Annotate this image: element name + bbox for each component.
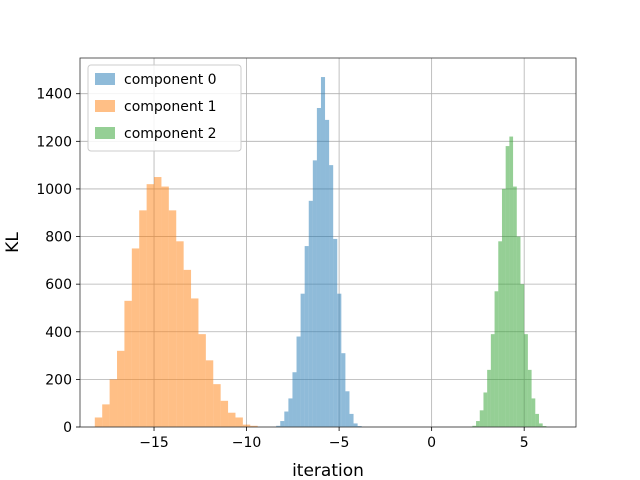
legend-label: component 2 [124,126,217,142]
legend-swatch [95,73,115,85]
histogram-bar-component-2 [483,392,488,427]
histogram-bar-component-1 [198,334,206,427]
histogram-bar-component-1 [228,412,236,427]
histogram-bar-component-0 [333,238,338,427]
histogram-bar-component-1 [109,379,118,427]
histogram-bar-component-2 [509,136,514,428]
y-tick-label: 0 [63,420,72,436]
legend-box [87,64,242,152]
histogram-bar-component-2 [498,241,502,427]
histogram-bar-component-2 [513,186,517,427]
plot-frame [79,57,577,428]
histogram-bar-component-1 [250,425,258,427]
histogram-bar-component-1 [154,177,162,427]
histogram-bar-component-1 [242,424,251,427]
y-tick-label: 600 [45,277,72,293]
legend-label: component 1 [124,99,217,115]
histogram-bar-component-0 [296,336,301,427]
histogram-bar-component-0 [304,246,309,427]
histogram-bar-component-2 [479,410,484,427]
histogram-bar-component-0 [292,372,297,427]
y-tick-label: 800 [45,230,72,246]
y-tick-label: 200 [45,372,72,388]
histogram-bar-component-1 [117,350,125,427]
histogram-bar-component-2 [531,398,536,427]
histogram-bar-component-2 [520,284,525,427]
histogram-bar-component-2 [524,334,528,427]
histogram-bar-component-2 [516,236,521,427]
histogram-bar-component-1 [183,269,192,427]
histogram-bar-component-0 [276,425,281,427]
y-axis-ticks: 0 200 400 600 800 1000 1200 1400 [36,87,80,436]
histogram-bar-component-1 [131,248,140,427]
y-tick-label: 1400 [36,87,72,103]
histogram-bar-component-2 [538,423,543,427]
histogram-bar-component-2 [542,426,547,427]
legend-swatch [95,127,115,139]
histogram-bar-component-0 [280,421,285,427]
histogram-bar-component-0 [316,107,321,428]
histogram-bar-component-2 [501,188,506,427]
legend-swatch [95,100,115,112]
x-tick-label: 0 [427,435,436,451]
histogram-bar-component-2 [535,413,539,427]
histogram-bar-component-1 [205,360,214,427]
histogram-bar-component-2 [494,291,499,427]
histogram-bar-component-1 [191,298,199,427]
histogram-bar-component-2 [527,369,532,427]
y-tick-label: 400 [45,325,72,341]
histogram-bar-component-2 [490,334,495,427]
histogram-bar-component-1 [124,300,132,427]
histogram-bar-component-1 [220,400,229,427]
histogram-bar-component-1 [139,210,147,427]
y-tick-label: 1000 [36,182,72,198]
histogram-bar-component-1 [176,241,184,427]
histogram-bar-component-0 [353,423,358,427]
legend: component 0 component 1 component 2 [87,64,242,152]
histogram-bar-component-1 [235,417,243,427]
x-tick-label: −5 [329,435,350,451]
histogram-bar-component-0 [337,293,342,427]
histogram-bars [94,77,547,428]
x-axis-ticks: −15 −10 −5 0 5 [139,427,529,451]
histogram-bar-component-0 [288,398,293,427]
x-tick-label: −10 [232,435,262,451]
histogram-bar-component-1 [94,417,103,427]
histogram-bar-component-0 [345,391,350,427]
x-tick-label: 5 [520,435,529,451]
histogram-bar-component-0 [308,200,313,427]
histogram-bar-component-0 [312,160,317,427]
histogram-bar-component-0 [357,426,362,427]
histogram-bar-component-0 [320,77,326,427]
histogram-bar-component-1 [168,210,177,427]
histogram-bar-component-0 [329,165,334,427]
histogram-bar-component-0 [325,119,330,427]
histogram-bar-component-0 [341,353,346,427]
y-tick-label: 1200 [36,134,72,150]
histogram-bar-component-2 [505,146,510,428]
histogram-bar-component-1 [161,186,169,427]
x-axis-label: iteration [292,461,364,480]
y-axis-label: KL [3,232,23,253]
histogram-bar-component-0 [284,411,289,427]
histogram-bar-component-0 [349,413,354,427]
histogram-bar-component-0 [300,293,305,427]
histogram-bar-component-2 [476,421,480,427]
legend-label: component 0 [124,72,217,88]
histogram-bar-component-1 [213,384,221,427]
x-tick-label: −15 [139,435,169,451]
histogram-bar-component-1 [146,184,155,427]
histogram-bar-component-2 [472,425,477,427]
histogram-bar-component-2 [487,369,491,427]
histogram-bar-component-1 [102,404,110,427]
